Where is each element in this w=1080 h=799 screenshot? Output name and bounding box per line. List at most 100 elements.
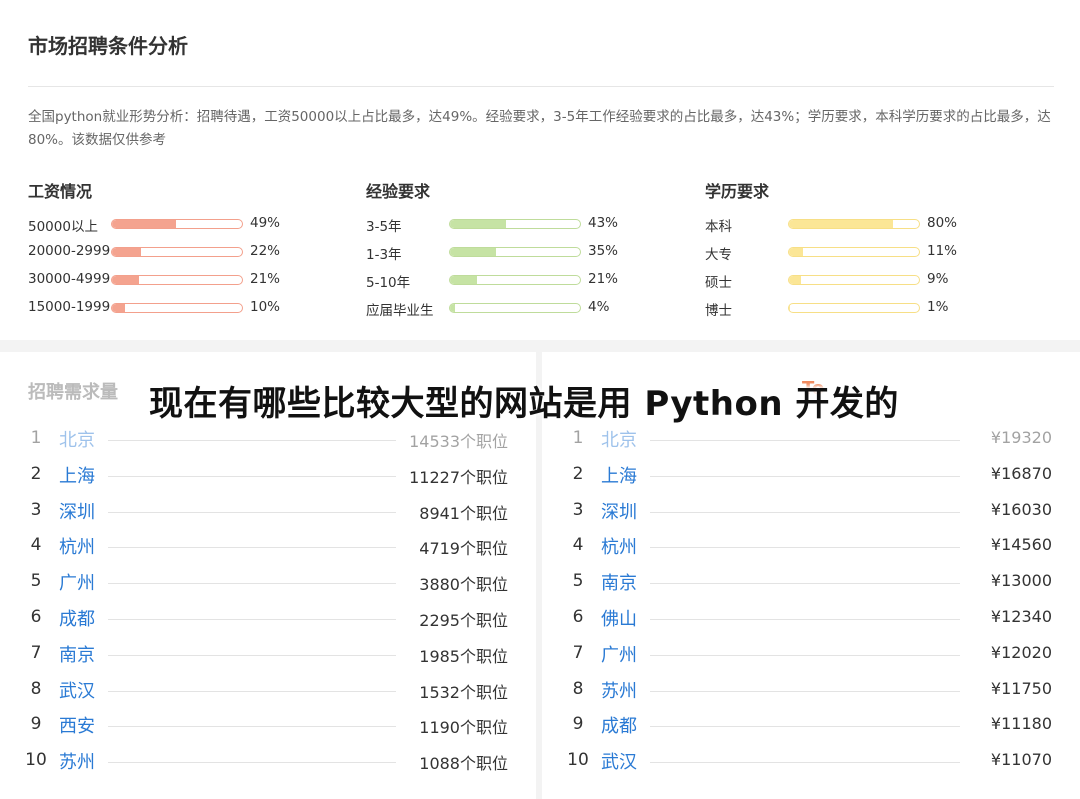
city-link[interactable]: 北京 bbox=[59, 430, 95, 451]
metric-value: 11% bbox=[927, 243, 958, 259]
rank-value: 4719个职位 bbox=[419, 539, 508, 559]
metric-bar-fill bbox=[450, 276, 478, 284]
rank-number: 8 bbox=[572, 678, 584, 699]
rank-number: 2 bbox=[30, 463, 42, 484]
rank-value: ¥11180 bbox=[990, 714, 1052, 734]
rank-number: 7 bbox=[30, 642, 42, 663]
row-divider-line bbox=[650, 726, 960, 728]
metric-bar-fill bbox=[789, 248, 804, 256]
metric-bar-fill bbox=[789, 304, 791, 312]
metric-label: 1-3年 bbox=[366, 247, 402, 263]
rank-number: 2 bbox=[572, 463, 584, 484]
row-divider-line bbox=[108, 475, 396, 477]
city-link[interactable]: 西安 bbox=[59, 716, 95, 738]
salary-ranking-title-text: To bbox=[802, 378, 825, 399]
city-link[interactable]: 苏州 bbox=[601, 680, 637, 702]
rank-value: 1190个职位 bbox=[419, 718, 508, 738]
city-link[interactable]: 武汉 bbox=[59, 680, 95, 702]
rank-number: 4 bbox=[30, 535, 42, 556]
metric-label: 博士 bbox=[705, 303, 732, 319]
city-link[interactable]: 杭州 bbox=[601, 537, 637, 559]
rank-value: ¥11070 bbox=[990, 750, 1052, 770]
education-title: 学历要求 bbox=[705, 182, 770, 201]
metric-value: 22% bbox=[250, 243, 281, 259]
rank-value: 3880个职位 bbox=[419, 575, 508, 595]
demand-ranking-panel: 招聘需求量 1 北京 14533个职位 2 上海 11227个职位 3 深圳 8941个职位 4 杭… bbox=[0, 352, 536, 799]
row-divider-line bbox=[650, 583, 960, 585]
metric-row: 大专 11% bbox=[705, 240, 1035, 268]
rank-number: 9 bbox=[30, 714, 42, 735]
city-link[interactable]: 成都 bbox=[601, 716, 637, 738]
city-link[interactable]: 杭州 bbox=[59, 537, 95, 559]
row-divider-line bbox=[650, 690, 960, 692]
metric-value: 80% bbox=[927, 215, 958, 231]
table-row: 3 深圳 ¥16030 bbox=[542, 494, 1080, 528]
city-link[interactable]: 南京 bbox=[601, 573, 637, 595]
city-link[interactable]: 广州 bbox=[59, 573, 95, 595]
rank-number: 5 bbox=[572, 571, 584, 592]
city-link[interactable]: 深圳 bbox=[601, 501, 637, 523]
rank-number: 8 bbox=[30, 678, 42, 699]
metric-bar-fill bbox=[112, 220, 176, 228]
metric-row: 5-10年 21% bbox=[366, 268, 696, 296]
city-link[interactable]: 上海 bbox=[59, 465, 95, 487]
row-divider-line bbox=[108, 690, 396, 692]
metric-value: 21% bbox=[250, 271, 281, 287]
table-row: 10 武汉 ¥11070 bbox=[542, 744, 1080, 778]
city-link[interactable]: 北京 bbox=[601, 430, 637, 451]
metric-row: 硕士 9% bbox=[705, 268, 1035, 296]
city-link[interactable]: 成都 bbox=[59, 609, 95, 630]
metric-bar-fill bbox=[789, 276, 801, 284]
metric-value: 35% bbox=[588, 243, 619, 259]
city-link[interactable]: 南京 bbox=[59, 644, 95, 666]
row-divider-line bbox=[108, 440, 396, 441]
metric-bar-track bbox=[788, 303, 920, 313]
row-divider-line bbox=[650, 475, 960, 477]
city-link[interactable]: 广州 bbox=[601, 644, 637, 666]
row-divider-line bbox=[650, 654, 960, 656]
rank-value: 1532个职位 bbox=[419, 682, 508, 702]
salary-metric: 工资情况 50000以上 49% 20000-2999 22% 30000-4999 21… bbox=[28, 178, 358, 324]
rank-value: 11227个职位 bbox=[409, 467, 508, 487]
metric-bar-track bbox=[111, 219, 243, 229]
metric-value: 49% bbox=[250, 215, 281, 231]
rank-value: 2295个职位 bbox=[419, 611, 508, 630]
metric-row: 30000-4999 21% bbox=[28, 268, 358, 296]
table-row: 2 上海 11227个职位 bbox=[0, 458, 536, 492]
metric-row: 1-3年 35% bbox=[366, 240, 696, 268]
city-link[interactable]: 苏州 bbox=[59, 752, 95, 774]
analysis-summary: 全国python就业形势分析：招聘待遇，工资50000以上占比最多，达49%。经… bbox=[28, 109, 1051, 148]
metric-row: 3-5年 43% bbox=[366, 212, 696, 240]
table-row: 8 武汉 1532个职位 bbox=[0, 673, 536, 707]
rank-value: 1088个职位 bbox=[419, 754, 508, 774]
metric-label: 15000-1999 bbox=[28, 299, 111, 315]
metric-label: 大专 bbox=[705, 247, 732, 263]
rank-number: 3 bbox=[30, 499, 42, 520]
city-link[interactable]: 深圳 bbox=[59, 501, 95, 523]
row-divider-line bbox=[108, 762, 396, 764]
city-link[interactable]: 佛山 bbox=[601, 609, 637, 630]
rank-value: ¥12020 bbox=[990, 642, 1052, 662]
row-divider-line bbox=[650, 511, 960, 513]
metric-bar-fill bbox=[450, 304, 456, 312]
row-divider-line bbox=[108, 726, 396, 728]
rank-value: ¥12340 bbox=[990, 607, 1052, 626]
salary-title: 工资情况 bbox=[28, 182, 93, 201]
table-row: 6 成都 2295个职位 bbox=[0, 601, 536, 635]
rank-value: 1985个职位 bbox=[419, 646, 508, 666]
metric-bar-fill bbox=[112, 276, 140, 284]
experience-metric: 经验要求 3-5年 43% 1-3年 35% 5-10年 21% 应届毕业生 4% bbox=[366, 178, 696, 324]
metric-value: 9% bbox=[927, 271, 949, 287]
metric-label: 20000-2999 bbox=[28, 243, 111, 259]
row-divider-line bbox=[650, 547, 960, 549]
city-link[interactable]: 上海 bbox=[601, 465, 637, 487]
table-row: 9 西安 1190个职位 bbox=[0, 708, 536, 742]
metric-bar-fill bbox=[112, 248, 141, 256]
metric-value: 10% bbox=[250, 299, 281, 315]
metric-bar-track bbox=[449, 303, 581, 313]
table-row: 8 苏州 ¥11750 bbox=[542, 673, 1080, 707]
table-row: 7 广州 ¥12020 bbox=[542, 637, 1080, 671]
metric-label: 3-5年 bbox=[366, 219, 402, 235]
metric-bar-track bbox=[449, 275, 581, 285]
city-link[interactable]: 武汉 bbox=[601, 752, 637, 774]
